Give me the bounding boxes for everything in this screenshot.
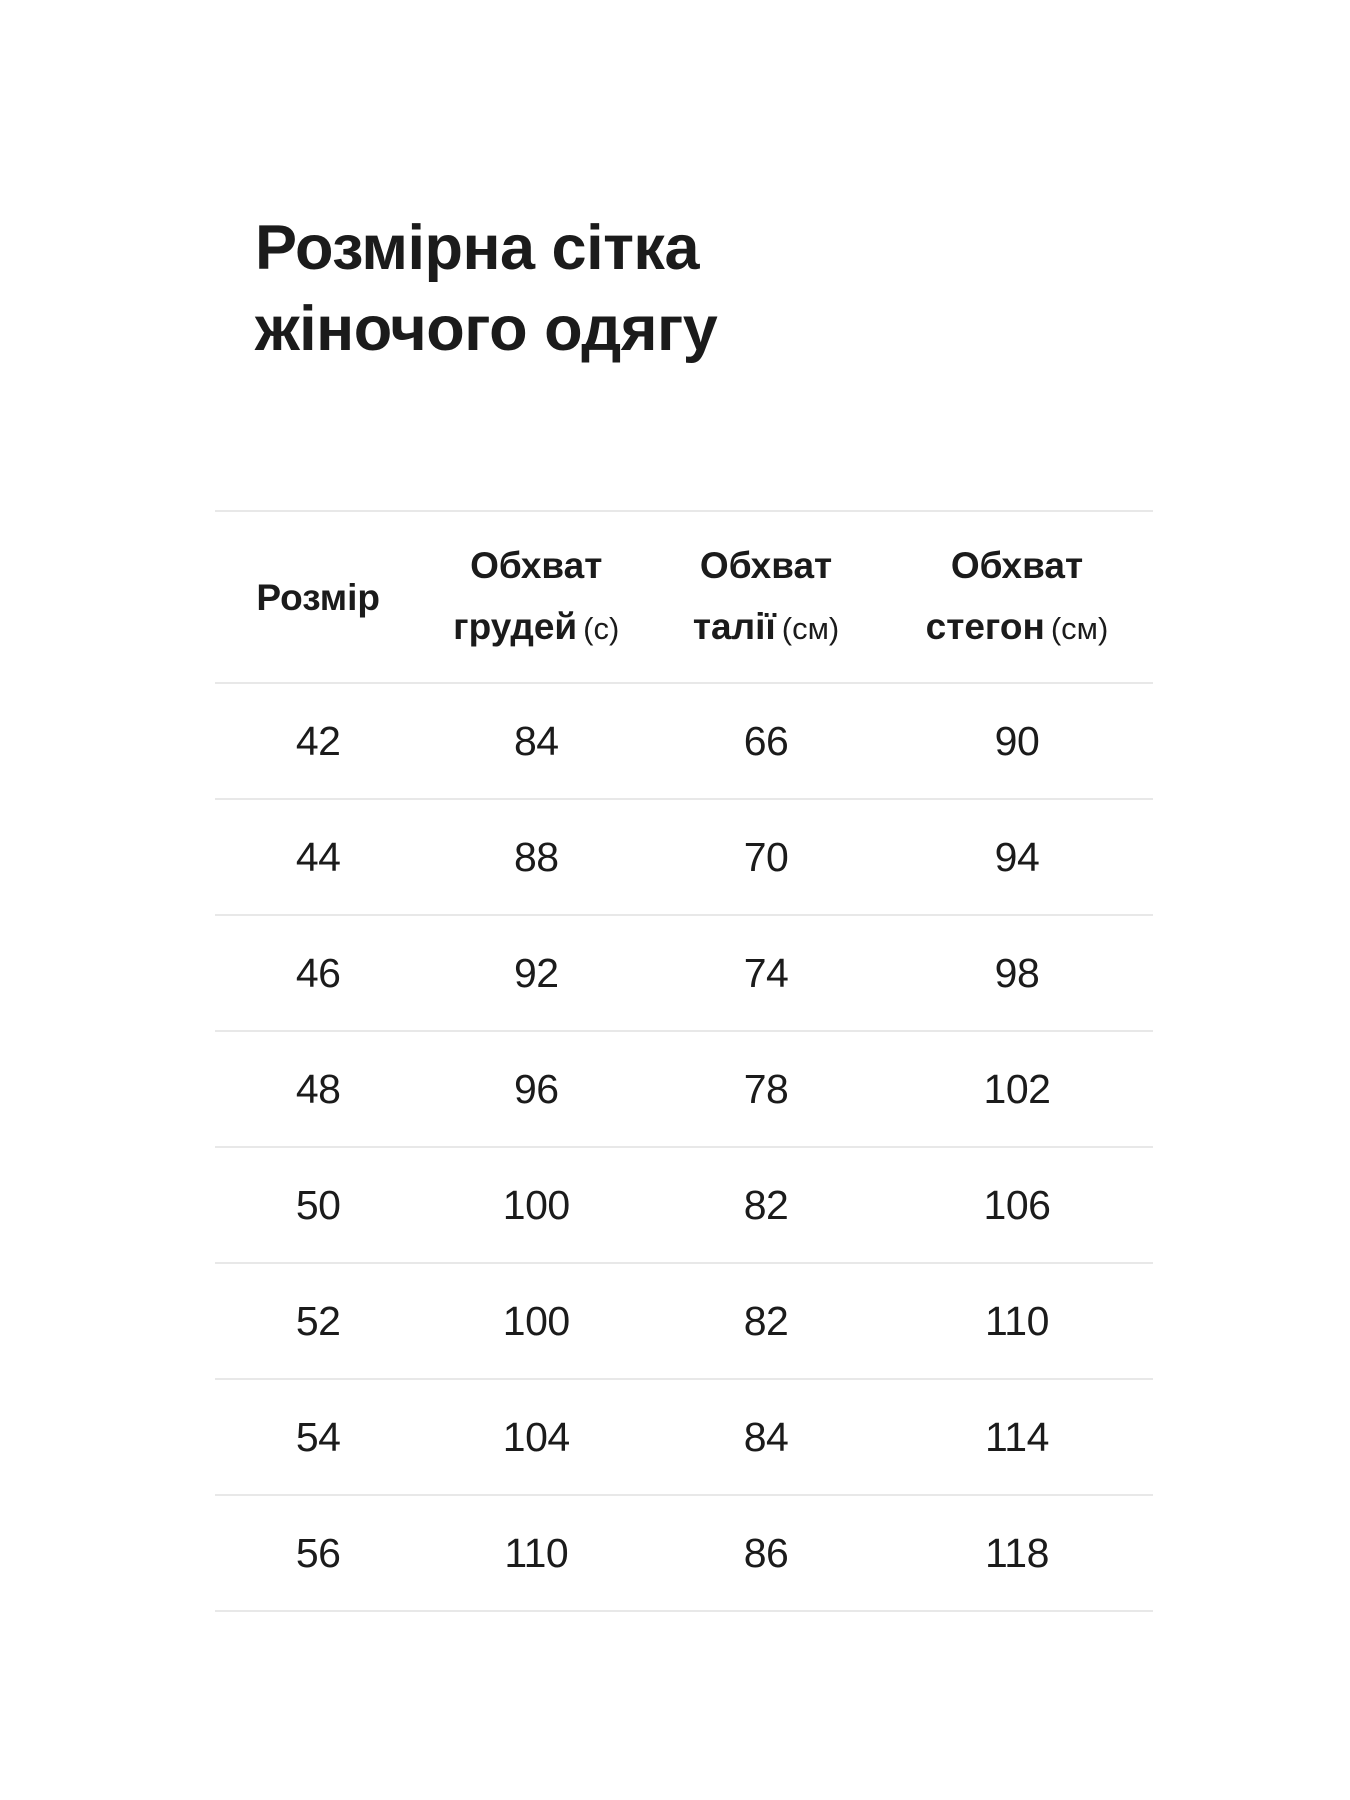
cell-size: 52 <box>215 1262 422 1379</box>
table-row: 56 110 86 118 <box>215 1494 1153 1612</box>
size-table-header: Розмір Обхват грудей (с) Обхват талії (см)… <box>215 510 1153 683</box>
cell-hips: 94 <box>880 798 1153 915</box>
cell-chest: 88 <box>421 798 652 915</box>
column-header-waist-line2: талії <box>692 606 776 647</box>
cell-waist: 86 <box>651 1494 881 1612</box>
cell-size: 44 <box>215 798 422 915</box>
cell-size: 56 <box>215 1494 422 1612</box>
cell-size: 50 <box>215 1146 422 1263</box>
cell-waist: 78 <box>651 1030 881 1147</box>
column-header-size-label: Розмір <box>256 576 380 618</box>
cell-chest: 104 <box>421 1378 652 1495</box>
cell-hips: 102 <box>880 1030 1153 1147</box>
cell-chest: 92 <box>421 914 652 1031</box>
cell-hips: 106 <box>880 1146 1153 1263</box>
cell-size: 54 <box>215 1378 422 1495</box>
column-header-chest-line2: грудей <box>453 606 578 647</box>
table-row: 44 88 70 94 <box>215 798 1153 915</box>
cell-chest: 96 <box>421 1030 652 1147</box>
size-table-body: 42 84 66 90 44 88 70 94 46 92 74 98 48 96 78 102 50 100 82… <box>215 682 1153 1612</box>
cell-hips: 90 <box>880 682 1153 799</box>
cell-chest: 100 <box>421 1262 652 1379</box>
table-row: 54 104 84 114 <box>215 1378 1153 1495</box>
table-row: 50 100 82 106 <box>215 1146 1153 1263</box>
column-header-hips-unit: (см) <box>1050 611 1109 646</box>
cell-size: 46 <box>215 914 422 1031</box>
cell-waist: 84 <box>651 1378 881 1495</box>
column-header-chest: Обхват грудей (с) <box>421 510 652 683</box>
cell-size: 48 <box>215 1030 422 1147</box>
page-title: Розмірна сітка жіночого одягу <box>255 208 718 370</box>
page-title-line1: Розмірна сітка <box>255 213 700 283</box>
column-header-waist-line1: Обхват <box>699 545 833 586</box>
cell-size: 42 <box>215 682 422 799</box>
cell-waist: 82 <box>651 1146 881 1263</box>
column-header-hips: Обхват стегон (см) <box>880 510 1153 683</box>
column-header-waist: Обхват талії (см) <box>651 510 881 683</box>
cell-waist: 70 <box>651 798 881 915</box>
size-table: Розмір Обхват грудей (с) Обхват талії (см)… <box>215 510 1153 1612</box>
cell-chest: 100 <box>421 1146 652 1263</box>
header-row: Розмір Обхват грудей (с) Обхват талії (см)… <box>215 510 1153 683</box>
cell-hips: 110 <box>880 1262 1153 1379</box>
cell-waist: 82 <box>651 1262 881 1379</box>
column-header-chest-unit: (с) <box>583 611 620 646</box>
cell-chest: 84 <box>421 682 652 799</box>
table-row: 42 84 66 90 <box>215 682 1153 799</box>
column-header-hips-line1: Обхват <box>950 545 1084 586</box>
table-row: 52 100 82 110 <box>215 1262 1153 1379</box>
cell-hips: 98 <box>880 914 1153 1031</box>
cell-waist: 66 <box>651 682 881 799</box>
column-header-size: Розмір <box>215 510 422 683</box>
column-header-chest-line1: Обхват <box>470 545 603 586</box>
column-header-hips-line2: стегон <box>925 606 1045 647</box>
column-header-waist-unit: (см) <box>781 611 840 646</box>
cell-chest: 110 <box>421 1494 652 1612</box>
cell-hips: 114 <box>880 1378 1153 1495</box>
page-title-line2: жіночого одягу <box>255 294 718 364</box>
cell-hips: 118 <box>880 1494 1153 1612</box>
table-row: 48 96 78 102 <box>215 1030 1153 1147</box>
cell-waist: 74 <box>651 914 881 1031</box>
table-row: 46 92 74 98 <box>215 914 1153 1031</box>
